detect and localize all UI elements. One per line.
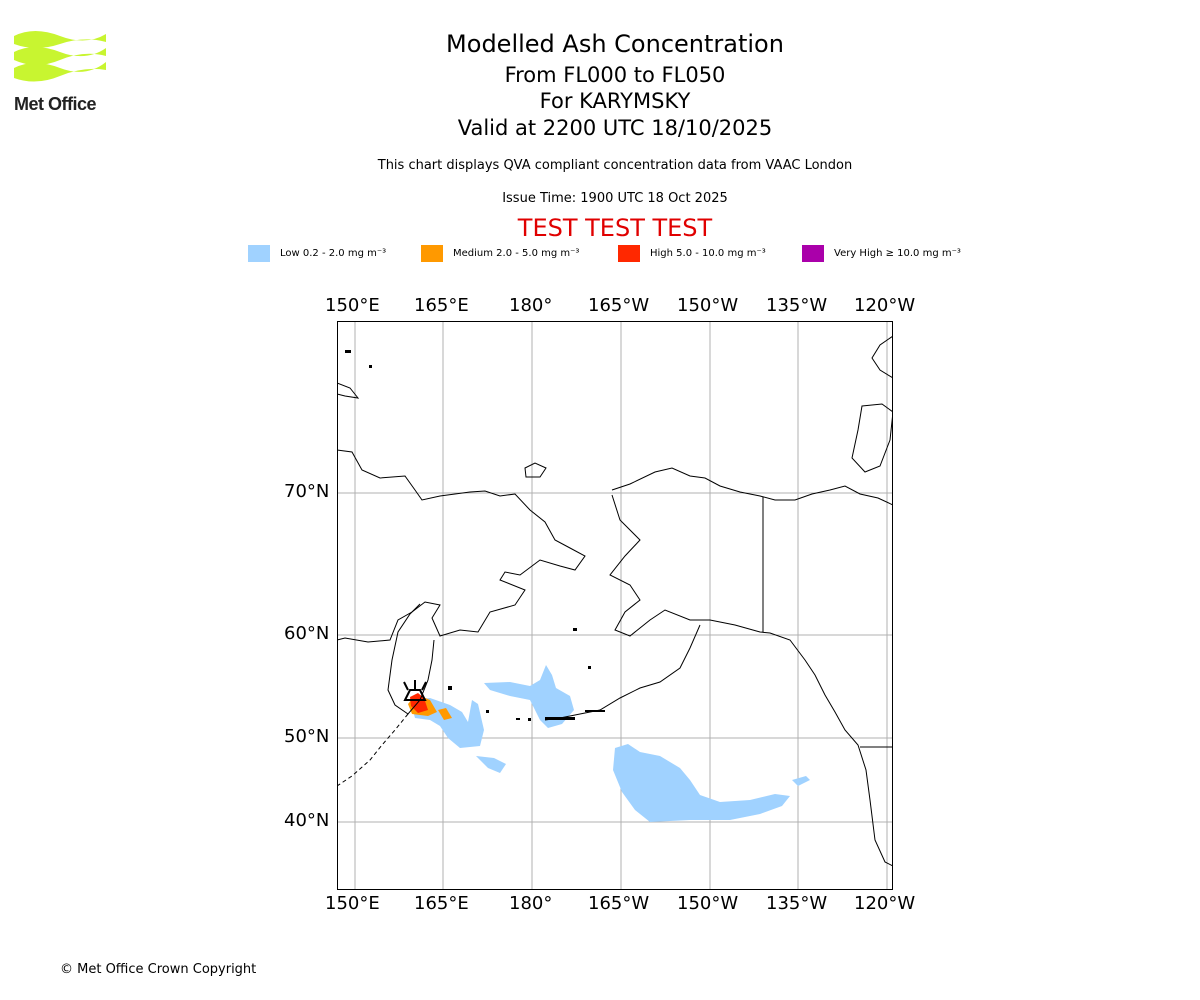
legend-high: High 5.0 - 10.0 mg m⁻³ bbox=[618, 245, 766, 262]
lat-label: 50°N bbox=[284, 726, 330, 747]
volcano-name: For KARYMSKY bbox=[539, 89, 691, 113]
chart-title: Modelled Ash Concentration bbox=[446, 30, 784, 58]
ash-low bbox=[410, 665, 810, 822]
coastlines bbox=[337, 335, 893, 867]
logo-text: Met Office bbox=[14, 94, 97, 114]
met-office-logo: Met Office bbox=[14, 30, 106, 115]
lat-label: 60°N bbox=[284, 623, 330, 644]
volcano-icon bbox=[403, 680, 427, 701]
lon-label-top: 150°W bbox=[677, 295, 739, 316]
valid-time: Valid at 2200 UTC 18/10/2025 bbox=[457, 116, 773, 140]
lon-label-top: 180° bbox=[509, 295, 553, 316]
legend-label: Medium 2.0 - 5.0 mg m⁻³ bbox=[453, 248, 580, 259]
lon-label-top: 165°E bbox=[414, 295, 469, 316]
legend-label: Very High ≥ 10.0 mg m⁻³ bbox=[834, 248, 961, 259]
met-office-waves-icon bbox=[14, 31, 106, 82]
legend-swatch bbox=[421, 245, 443, 262]
lon-label-top: 135°W bbox=[766, 295, 828, 316]
lon-label-bottom: 165°E bbox=[414, 893, 469, 914]
ash-map bbox=[337, 321, 893, 890]
islands bbox=[345, 350, 605, 721]
lon-label-bottom: 150°W bbox=[677, 893, 739, 914]
lon-label-bottom: 150°E bbox=[325, 893, 380, 914]
legend-medium: Medium 2.0 - 5.0 mg m⁻³ bbox=[421, 245, 579, 262]
map-frame bbox=[337, 321, 893, 890]
legend-swatch bbox=[802, 245, 824, 262]
legend-low: Low 0.2 - 2.0 mg m⁻³ bbox=[248, 245, 386, 262]
lon-label-bottom: 135°W bbox=[766, 893, 828, 914]
test-banner: TEST TEST TEST bbox=[517, 214, 713, 242]
lon-label-top: 120°W bbox=[854, 295, 916, 316]
lat-label: 70°N bbox=[284, 481, 330, 502]
subtitle: This chart displays QVA compliant concen… bbox=[377, 158, 853, 173]
lon-label-bottom: 165°W bbox=[588, 893, 650, 914]
flight-levels: From FL000 to FL050 bbox=[504, 63, 726, 87]
legend-label: High 5.0 - 10.0 mg m⁻³ bbox=[650, 248, 766, 259]
legend-swatch bbox=[618, 245, 640, 262]
legend-label: Low 0.2 - 2.0 mg m⁻³ bbox=[280, 248, 387, 259]
lat-label: 40°N bbox=[284, 810, 330, 831]
lon-label-top: 150°E bbox=[325, 295, 380, 316]
lon-label-top: 165°W bbox=[588, 295, 650, 316]
issue-time: Issue Time: 1900 UTC 18 Oct 2025 bbox=[502, 191, 728, 206]
lon-label-bottom: 180° bbox=[509, 893, 553, 914]
legend-very-high: Very High ≥ 10.0 mg m⁻³ bbox=[802, 245, 961, 262]
borders bbox=[762, 497, 893, 748]
copyright: © Met Office Crown Copyright bbox=[60, 962, 257, 977]
graticule bbox=[337, 321, 893, 890]
lon-label-bottom: 120°W bbox=[854, 893, 916, 914]
legend-swatch bbox=[248, 245, 270, 262]
